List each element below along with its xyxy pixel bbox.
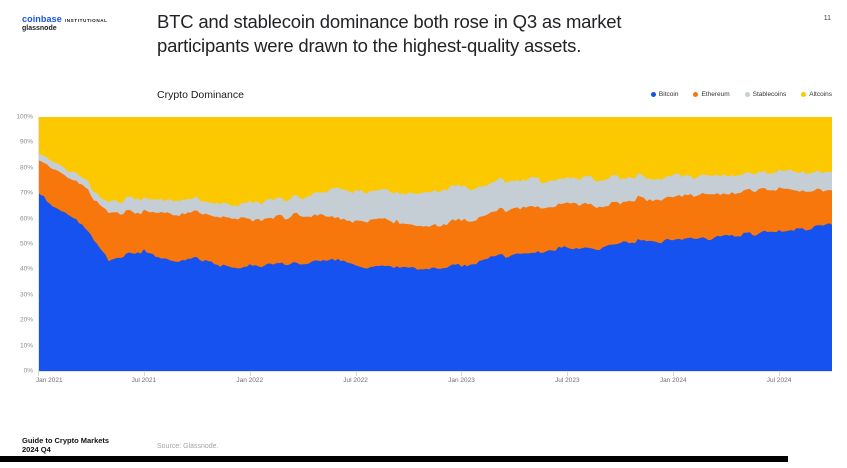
x-axis-label: Jul 2021	[131, 377, 157, 384]
legend-item-ethereum[interactable]: Ethereum	[693, 91, 730, 98]
x-axis-tick	[143, 371, 145, 376]
y-axis-label: 100%	[16, 113, 33, 121]
footer-title: Guide to Crypto Markets 2024 Q4	[22, 436, 109, 455]
bottom-black-bar	[0, 456, 788, 462]
y-axis-line	[38, 117, 39, 371]
y-axis-label: 20%	[19, 316, 33, 324]
y-axis-label: 80%	[19, 164, 33, 172]
x-axis-tick	[355, 371, 357, 376]
y-axis-label: 60%	[19, 215, 33, 223]
x-axis-label: Jul 2024	[766, 377, 792, 384]
plot-area: 100% 90% 80% 70% 60% 50% 40% 30% 20% 10% 0% Jan 202…	[16, 114, 832, 384]
legend-item-altcoins[interactable]: Altcoins	[801, 91, 832, 98]
area-bitcoin	[38, 192, 832, 371]
x-axis-tick	[461, 371, 463, 376]
y-axis-label: 40%	[19, 265, 33, 273]
x-axis-label: Jan 2021	[35, 377, 63, 384]
x-axis-line	[38, 371, 832, 372]
x-axis-tick	[673, 371, 675, 376]
slide-title-line1: BTC and stablecoin dominance both rose i…	[157, 11, 622, 32]
legend-dot-icon	[693, 92, 699, 97]
glassnode-wordmark: glassnode	[22, 25, 57, 33]
x-axis-tick	[567, 371, 569, 376]
slide-title: BTC and stablecoin dominance both rose i…	[157, 10, 637, 57]
x-axis-label: Jan 2022	[236, 377, 264, 384]
footer-title-line1: Guide to Crypto Markets	[22, 436, 110, 445]
y-axis-label: 30%	[19, 291, 33, 299]
legend-item-stablecoins[interactable]: Stablecoins	[744, 91, 787, 98]
y-axis-label: 90%	[19, 138, 33, 146]
coinbase-wordmark: coinbase	[22, 14, 62, 24]
x-axis-label: Jul 2023	[555, 377, 580, 384]
x-axis-label: Jul 2022	[343, 377, 368, 384]
y-axis-label: 0%	[23, 367, 33, 375]
legend-dot-icon	[650, 92, 656, 97]
y-axis-label: 10%	[19, 342, 33, 350]
x-axis-tick	[38, 371, 39, 376]
y-axis-label: 70%	[19, 189, 33, 197]
y-axis-label: 50%	[19, 240, 33, 248]
x-axis-tick	[249, 371, 251, 376]
x-axis-label: Jan 2024	[659, 377, 687, 384]
footer-title-line2: 2024 Q4	[22, 445, 51, 455]
x-axis-label: Jan 2023	[448, 377, 475, 384]
slide-title-line2: participants were drawn to the highest-q…	[157, 34, 582, 56]
source-label: Source: Glassnode.	[157, 443, 219, 450]
chart-legend: Bitcoin Ethereum Stablecoins Altcoins	[650, 91, 832, 98]
stacked-area-plot	[38, 117, 832, 371]
legend-item-bitcoin[interactable]: Bitcoin	[650, 91, 679, 98]
legend-item-label: Ethereum	[701, 91, 730, 98]
legend-item-label: Altcoins	[809, 91, 832, 98]
brand-logo: coinbase INSTITUTIONAL glassnode	[22, 14, 108, 33]
legend-dot-icon	[801, 92, 807, 97]
legend-item-label: Stablecoins	[752, 91, 787, 98]
chart-title: Crypto Dominance	[157, 89, 244, 101]
legend-item-label: Bitcoin	[658, 91, 679, 98]
x-axis-tick	[779, 371, 781, 376]
page-number: 11	[823, 15, 831, 22]
legend-dot-icon	[744, 92, 750, 97]
institutional-label: INSTITUTIONAL	[64, 18, 108, 23]
